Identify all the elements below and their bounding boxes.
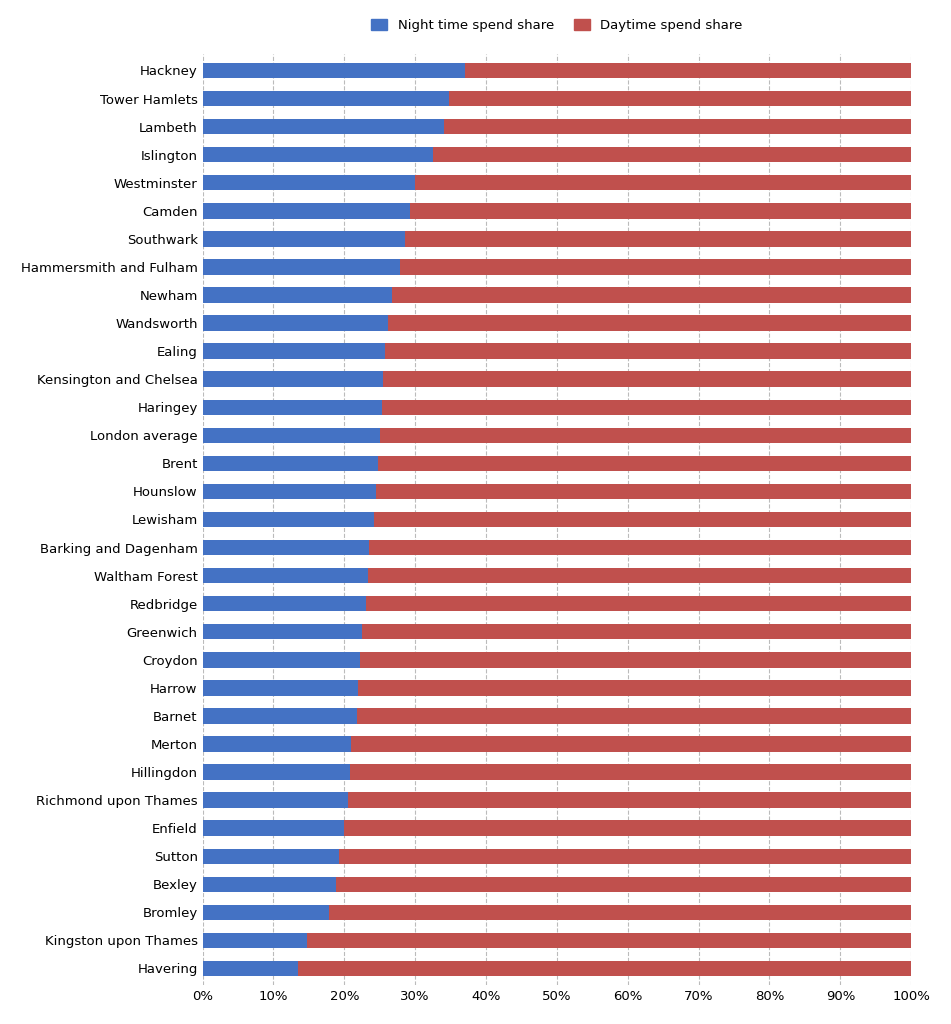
Bar <box>344 820 911 836</box>
Bar <box>203 933 307 948</box>
Bar <box>203 231 404 247</box>
Bar <box>203 877 336 892</box>
Bar <box>203 259 399 274</box>
Bar <box>203 540 369 555</box>
Bar <box>203 175 416 190</box>
Bar <box>329 904 911 920</box>
Bar <box>443 119 911 134</box>
Bar <box>433 147 911 163</box>
Bar <box>307 933 911 948</box>
Bar <box>203 483 377 499</box>
Bar <box>203 428 379 443</box>
Bar <box>203 764 350 779</box>
Bar <box>351 736 911 752</box>
Bar <box>203 456 378 471</box>
Bar <box>383 372 911 387</box>
Bar <box>203 736 351 752</box>
Bar <box>393 288 911 303</box>
Bar <box>465 62 911 78</box>
Bar <box>203 849 339 864</box>
Bar <box>378 456 911 471</box>
Bar <box>203 820 344 836</box>
Bar <box>416 175 911 190</box>
Bar <box>348 793 911 808</box>
Bar <box>203 288 393 303</box>
Bar <box>379 428 911 443</box>
Bar <box>357 709 911 724</box>
Bar <box>203 91 449 106</box>
Bar <box>377 483 911 499</box>
Bar <box>382 399 911 415</box>
Bar <box>404 231 911 247</box>
Bar <box>203 399 382 415</box>
Bar <box>388 315 911 331</box>
Bar <box>369 540 911 555</box>
Bar <box>374 512 911 527</box>
Bar <box>203 568 368 584</box>
Bar <box>410 203 911 218</box>
Bar <box>399 259 911 274</box>
Bar <box>359 680 911 695</box>
Bar <box>203 904 329 920</box>
Legend: Night time spend share, Daytime spend share: Night time spend share, Daytime spend sh… <box>366 13 747 37</box>
Bar <box>203 372 383 387</box>
Bar <box>203 793 348 808</box>
Bar <box>449 91 911 106</box>
Bar <box>203 596 365 611</box>
Bar <box>203 315 388 331</box>
Bar <box>299 961 911 976</box>
Bar <box>203 343 385 358</box>
Bar <box>203 512 374 527</box>
Bar <box>203 680 359 695</box>
Bar <box>203 203 410 218</box>
Bar <box>203 147 433 163</box>
Bar <box>385 343 911 358</box>
Bar <box>365 596 911 611</box>
Bar <box>350 764 911 779</box>
Bar <box>203 709 357 724</box>
Bar <box>368 568 911 584</box>
Bar <box>203 961 299 976</box>
Bar <box>359 652 911 668</box>
Bar <box>203 624 362 639</box>
Bar <box>339 849 911 864</box>
Bar <box>362 624 911 639</box>
Bar <box>203 119 443 134</box>
Bar <box>203 62 465 78</box>
Bar <box>336 877 911 892</box>
Bar <box>203 652 359 668</box>
